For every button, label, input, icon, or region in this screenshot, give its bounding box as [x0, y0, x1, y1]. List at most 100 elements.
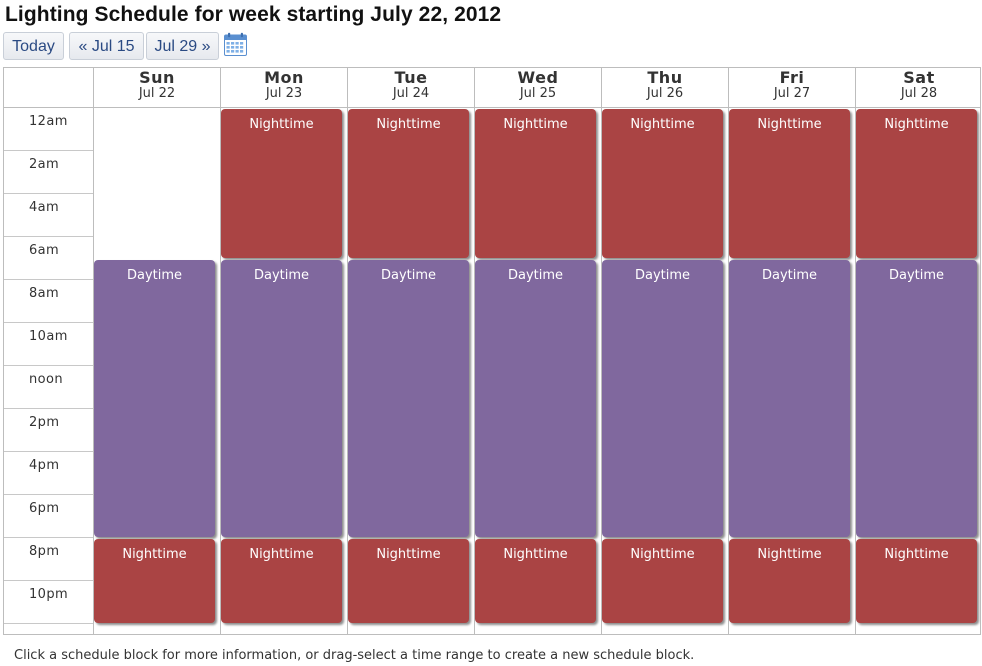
schedule-block-label: Nighttime	[249, 117, 314, 132]
time-label: 4am	[29, 200, 60, 215]
day-header-thu: Thu Jul 26	[601, 68, 728, 107]
time-slot: 12am	[4, 108, 93, 151]
schedule-block-label: Nighttime	[630, 117, 695, 132]
time-label: noon	[29, 372, 63, 387]
schedule-block-label: Daytime	[507, 267, 564, 283]
daytime-schedule-block[interactable]: Daytime	[602, 259, 723, 537]
day-date: Jul 28	[900, 86, 938, 101]
day-date: Jul 27	[773, 86, 811, 101]
schedule-block-label: Daytime	[126, 267, 183, 283]
day-column-tue[interactable]	[347, 108, 474, 634]
schedule-block-label: Nighttime	[503, 117, 568, 132]
schedule-block-label: Nighttime	[376, 117, 441, 132]
schedule-block-label: Daytime	[888, 267, 945, 283]
nighttime-schedule-block[interactable]: Nighttime	[729, 539, 850, 623]
schedule-block-label: Nighttime	[757, 117, 822, 132]
day-date: Jul 22	[138, 86, 176, 101]
day-header-row: Sun Jul 22 Mon Jul 23 Tue Jul 24 Wed Jul 25 Thu J…	[4, 68, 980, 108]
time-label: 8pm	[29, 544, 60, 559]
time-slot: 8pm	[4, 538, 93, 581]
day-header-mon: Mon Jul 23	[220, 68, 347, 107]
nighttime-schedule-block[interactable]: Nighttime	[475, 539, 596, 623]
schedule-block-label: Nighttime	[630, 547, 695, 562]
nighttime-schedule-block[interactable]: Nighttime	[221, 539, 342, 623]
day-date: Jul 24	[392, 86, 430, 101]
day-column-fri[interactable]	[728, 108, 855, 634]
schedule-block-label: Nighttime	[757, 547, 822, 562]
day-date: Jul 23	[265, 86, 303, 101]
day-header-sat: Sat Jul 28	[855, 68, 980, 107]
time-slot: 10pm	[4, 581, 93, 624]
today-button[interactable]: Today	[3, 32, 64, 60]
schedule-block-label: Nighttime	[884, 117, 949, 132]
schedule-block-label: Nighttime	[249, 547, 314, 562]
daytime-schedule-block[interactable]: Daytime	[475, 259, 596, 537]
help-text: Click a schedule block for more informat…	[14, 648, 695, 663]
time-label: 6pm	[29, 501, 60, 516]
day-name: Sat	[903, 68, 935, 87]
day-column-thu[interactable]	[601, 108, 728, 634]
time-label: 10pm	[29, 587, 69, 602]
day-name: Mon	[264, 68, 304, 87]
daytime-schedule-block[interactable]: Daytime	[221, 259, 342, 537]
previous-week-button[interactable]: « Jul 15	[69, 32, 144, 60]
time-slot: 10am	[4, 323, 93, 366]
time-slot: 6am	[4, 237, 93, 280]
nighttime-schedule-block[interactable]: Nighttime	[94, 539, 215, 623]
day-column-wed[interactable]	[474, 108, 601, 634]
schedule-block-label: Daytime	[761, 267, 818, 283]
time-slot: noon	[4, 366, 93, 409]
time-label: 10am	[29, 329, 68, 344]
time-slot: 2am	[4, 151, 93, 194]
day-date: Jul 26	[646, 86, 684, 101]
day-column-mon[interactable]	[220, 108, 347, 634]
calendar-icon[interactable]	[223, 32, 248, 57]
day-column-sun[interactable]	[93, 108, 220, 634]
time-column: 12am 2am 4am 6am 8am 10am noon 2pm 4pm 6pm 8pm 10pm	[4, 108, 93, 634]
time-label: 2pm	[29, 415, 60, 430]
nighttime-schedule-block[interactable]: Nighttime	[348, 109, 469, 258]
schedule-block-label: Daytime	[380, 267, 437, 283]
nighttime-schedule-block[interactable]: Nighttime	[856, 539, 977, 623]
time-slot: 4pm	[4, 452, 93, 495]
time-slot: 2pm	[4, 409, 93, 452]
day-header-fri: Fri Jul 27	[728, 68, 855, 107]
time-label: 8am	[29, 286, 60, 301]
day-name: Thu	[647, 68, 683, 87]
time-label: 6am	[29, 243, 60, 258]
schedule-block-label: Nighttime	[503, 547, 568, 562]
page-title: Lighting Schedule for week starting July…	[5, 3, 502, 26]
nighttime-schedule-block[interactable]: Nighttime	[856, 109, 977, 258]
day-date: Jul 25	[519, 86, 557, 101]
daytime-schedule-block[interactable]: Daytime	[729, 259, 850, 537]
time-label: 2am	[29, 157, 60, 172]
time-label: 4pm	[29, 458, 60, 473]
nighttime-schedule-block[interactable]: Nighttime	[602, 539, 723, 623]
day-name: Tue	[394, 68, 428, 87]
next-week-button[interactable]: Jul 29 »	[146, 32, 219, 60]
time-slot: 4am	[4, 194, 93, 237]
schedule-block-label: Daytime	[253, 267, 310, 283]
day-header-tue: Tue Jul 24	[347, 68, 474, 107]
daytime-schedule-block[interactable]: Daytime	[94, 259, 215, 537]
schedule-block-label: Nighttime	[376, 547, 441, 562]
day-header-wed: Wed Jul 25	[474, 68, 601, 107]
schedule-block-label: Nighttime	[884, 547, 949, 562]
time-slot: 6pm	[4, 495, 93, 538]
day-name: Fri	[779, 68, 805, 87]
nighttime-schedule-block[interactable]: Nighttime	[348, 539, 469, 623]
time-label: 12am	[29, 114, 68, 129]
day-name: Wed	[517, 68, 559, 87]
day-name: Sun	[139, 68, 175, 87]
nighttime-schedule-block[interactable]: Nighttime	[602, 109, 723, 258]
week-calendar-grid[interactable]: Sun Jul 22 Mon Jul 23 Tue Jul 24 Wed Jul 25 Thu J…	[3, 67, 981, 635]
nighttime-schedule-block[interactable]: Nighttime	[475, 109, 596, 258]
day-column-sat[interactable]	[855, 108, 980, 634]
daytime-schedule-block[interactable]: Daytime	[856, 259, 977, 537]
nighttime-schedule-block[interactable]: Nighttime	[221, 109, 342, 258]
time-slot: 8am	[4, 280, 93, 323]
daytime-schedule-block[interactable]: Daytime	[348, 259, 469, 537]
nighttime-schedule-block[interactable]: Nighttime	[729, 109, 850, 258]
schedule-block-label: Nighttime	[122, 547, 187, 562]
day-header-sun: Sun Jul 22	[93, 68, 220, 107]
